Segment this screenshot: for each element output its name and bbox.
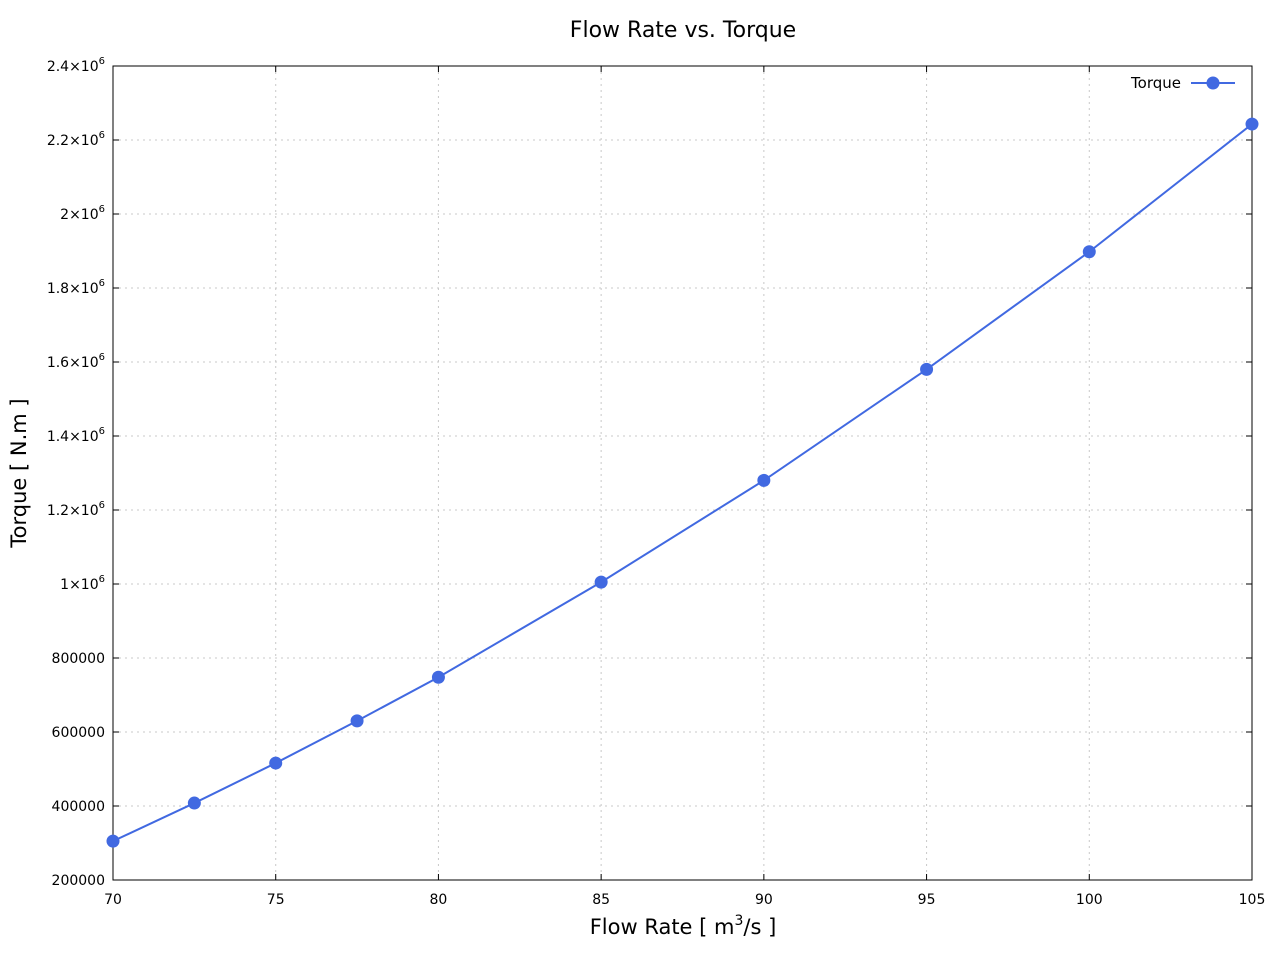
y-tick-label: 400000 xyxy=(52,799,105,815)
data-point xyxy=(431,670,445,684)
legend: Torque xyxy=(1130,74,1235,92)
x-axis-title: Flow Rate [ m3/s ] xyxy=(590,913,777,939)
y-tick-label: 1.2×106​ xyxy=(47,500,105,519)
x-tick-label: 105 xyxy=(1239,892,1266,908)
axis-ticks: 70 75 80 85 90 95 100 105 200000 400000 600000 8000… xyxy=(47,56,1266,908)
y-tick-label: 1×106​ xyxy=(60,574,105,593)
y-tick-label: 1.8×106​ xyxy=(47,278,105,297)
x-tick-label: 90 xyxy=(755,892,773,908)
data-point xyxy=(187,796,201,810)
data-point xyxy=(757,473,771,487)
x-tick-label: 85 xyxy=(592,892,610,908)
x-tick-label: 95 xyxy=(918,892,936,908)
data-point xyxy=(350,714,364,728)
legend-label: Torque xyxy=(1130,74,1181,92)
y-tick-label: 1.6×106​ xyxy=(47,352,105,371)
y-tick-label: 200000 xyxy=(52,873,105,889)
series-layer xyxy=(106,117,1259,848)
y-axis-title: Torque [ N.m ] xyxy=(7,398,31,548)
y-tick-label: 2.4×106​ xyxy=(47,56,105,75)
series-line xyxy=(112,123,1253,843)
x-tick-label: 75 xyxy=(267,892,285,908)
data-point xyxy=(920,362,934,376)
legend-marker xyxy=(1206,76,1220,90)
data-point xyxy=(106,834,120,848)
y-tick-label: 800000 xyxy=(52,651,105,667)
plot-frame xyxy=(112,65,1253,881)
y-tick-label: 1.4×106​ xyxy=(47,426,105,445)
y-tick-label: 600000 xyxy=(52,725,105,741)
data-point xyxy=(594,575,608,589)
data-point xyxy=(1245,117,1259,131)
y-tick-label: 2.2×106​ xyxy=(47,130,105,149)
data-point xyxy=(1082,245,1096,259)
x-tick-label: 80 xyxy=(430,892,448,908)
grid-lines xyxy=(113,66,1252,880)
x-tick-label: 100 xyxy=(1076,892,1103,908)
x-tick-label: 70 xyxy=(104,892,122,908)
data-point xyxy=(269,756,283,770)
y-tick-label: 2×106​ xyxy=(60,204,105,223)
chart-title: Flow Rate vs. Torque xyxy=(570,18,796,43)
